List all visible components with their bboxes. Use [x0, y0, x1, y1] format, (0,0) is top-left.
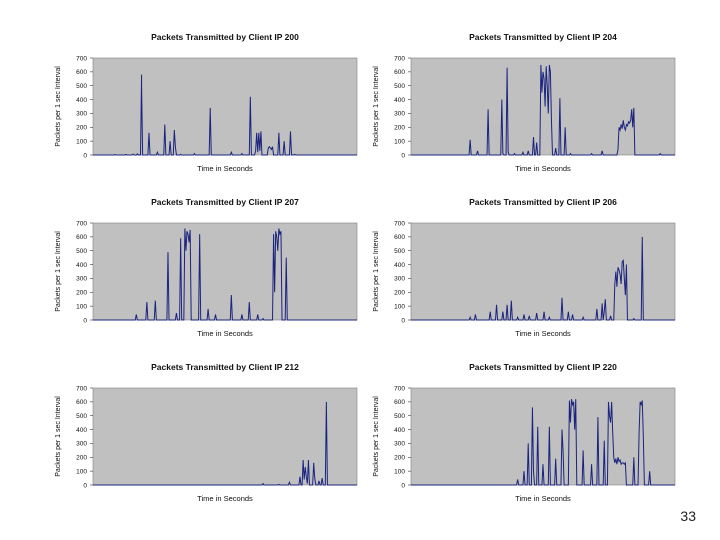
- y-tick-label: 400: [76, 262, 87, 269]
- y-tick-label: 0: [401, 152, 405, 159]
- y-tick-label: 500: [76, 248, 87, 255]
- y-tick-label: 100: [76, 303, 87, 310]
- series-line: [93, 401, 357, 486]
- chart-svg: Packets Transmitted by Client IP 207 0 100…: [55, 197, 358, 338]
- y-tick-label: 600: [76, 69, 87, 76]
- y-axis-label: Packets per 1 sec Interval: [373, 231, 380, 312]
- y-tick-label: 600: [394, 69, 405, 76]
- y-tick-label: 700: [394, 55, 405, 62]
- y-tick-label: 200: [76, 455, 87, 462]
- chart-title: Packets Transmitted by Client IP 200: [151, 32, 299, 42]
- y-tick-label: 700: [76, 220, 87, 227]
- chart-title: Packets Transmitted by Client IP 204: [469, 32, 617, 42]
- x-axis-label: Time in Seconds: [515, 494, 571, 503]
- chart-svg: Packets Transmitted by Client IP 200 0 100…: [55, 32, 358, 173]
- plot-area: [92, 222, 358, 321]
- y-tick-label: 300: [394, 111, 405, 118]
- y-tick-label: 300: [76, 441, 87, 448]
- plot-area: [410, 222, 676, 321]
- plot-area: [92, 387, 358, 486]
- chart-client-206: Packets Transmitted by Client IP 206 0 100…: [368, 193, 688, 343]
- y-tick-label: 500: [394, 413, 405, 420]
- y-tick-label: 300: [394, 441, 405, 448]
- y-tick-label: 200: [76, 290, 87, 297]
- x-axis-label: Time in Seconds: [197, 329, 253, 338]
- chart-client-207: Packets Transmitted by Client IP 207 0 100…: [50, 193, 370, 343]
- y-tick-label: 0: [401, 317, 405, 324]
- y-tick-label: 300: [76, 111, 87, 118]
- chart-title: Packets Transmitted by Client IP 206: [469, 197, 617, 207]
- series-line: [411, 64, 675, 156]
- chart-client-204: Packets Transmitted by Client IP 204 0 100…: [368, 28, 688, 178]
- y-tick-label: 0: [401, 482, 405, 489]
- y-tick-label: 400: [394, 427, 405, 434]
- slide-number: 33: [680, 508, 696, 524]
- y-axis-label: Packets per 1 sec Interval: [373, 66, 380, 147]
- y-tick-label: 400: [76, 427, 87, 434]
- chart-client-220: Packets Transmitted by Client IP 220 0 100…: [368, 358, 688, 508]
- y-tick-label: 0: [83, 482, 87, 489]
- x-axis-label: Time in Seconds: [197, 164, 253, 173]
- y-tick-label: 600: [394, 399, 405, 406]
- y-tick-label: 600: [76, 234, 87, 241]
- y-tick-label: 700: [76, 385, 87, 392]
- y-tick-label: 100: [394, 303, 405, 310]
- x-axis-label: Time in Seconds: [197, 494, 253, 503]
- y-tick-label: 600: [394, 234, 405, 241]
- chart-svg: Packets Transmitted by Client IP 206 0 100…: [373, 197, 676, 338]
- y-tick-label: 400: [394, 97, 405, 104]
- y-tick-label: 600: [76, 399, 87, 406]
- y-tick-label: 0: [83, 152, 87, 159]
- chart-svg: Packets Transmitted by Client IP 212 0 100…: [55, 362, 358, 503]
- y-tick-label: 500: [76, 83, 87, 90]
- y-axis-label: Packets per 1 sec Interval: [55, 396, 62, 477]
- y-tick-label: 100: [394, 468, 405, 475]
- series-line: [411, 236, 675, 321]
- y-tick-label: 200: [394, 455, 405, 462]
- chart-svg: Packets Transmitted by Client IP 220 0 100…: [373, 362, 676, 503]
- chart-title: Packets Transmitted by Client IP 220: [469, 362, 617, 372]
- y-tick-label: 200: [394, 125, 405, 132]
- chart-title: Packets Transmitted by Client IP 212: [151, 362, 299, 372]
- chart-svg: Packets Transmitted by Client IP 204 0 100…: [373, 32, 676, 173]
- y-tick-label: 300: [76, 276, 87, 283]
- y-tick-label: 500: [394, 83, 405, 90]
- y-tick-label: 700: [394, 220, 405, 227]
- x-axis-label: Time in Seconds: [515, 329, 571, 338]
- y-tick-label: 200: [394, 290, 405, 297]
- y-tick-label: 100: [394, 138, 405, 145]
- series-line: [93, 228, 357, 321]
- chart-client-212: Packets Transmitted by Client IP 212 0 100…: [50, 358, 370, 508]
- chart-title: Packets Transmitted by Client IP 207: [151, 197, 299, 207]
- y-tick-label: 500: [394, 248, 405, 255]
- y-tick-label: 700: [76, 55, 87, 62]
- series-line: [93, 74, 357, 156]
- y-axis-label: Packets per 1 sec Interval: [55, 231, 62, 312]
- y-tick-label: 100: [76, 138, 87, 145]
- y-axis-label: Packets per 1 sec Interval: [373, 396, 380, 477]
- y-tick-label: 500: [76, 413, 87, 420]
- y-tick-label: 700: [394, 385, 405, 392]
- y-axis-label: Packets per 1 sec Interval: [55, 66, 62, 147]
- y-tick-label: 0: [83, 317, 87, 324]
- y-tick-label: 300: [394, 276, 405, 283]
- y-tick-label: 100: [76, 468, 87, 475]
- series-line: [411, 398, 675, 486]
- plot-area: [92, 57, 358, 156]
- y-tick-label: 400: [76, 97, 87, 104]
- y-tick-label: 400: [394, 262, 405, 269]
- chart-client-200: Packets Transmitted by Client IP 200 0 100…: [50, 28, 370, 178]
- x-axis-label: Time in Seconds: [515, 164, 571, 173]
- y-tick-label: 200: [76, 125, 87, 132]
